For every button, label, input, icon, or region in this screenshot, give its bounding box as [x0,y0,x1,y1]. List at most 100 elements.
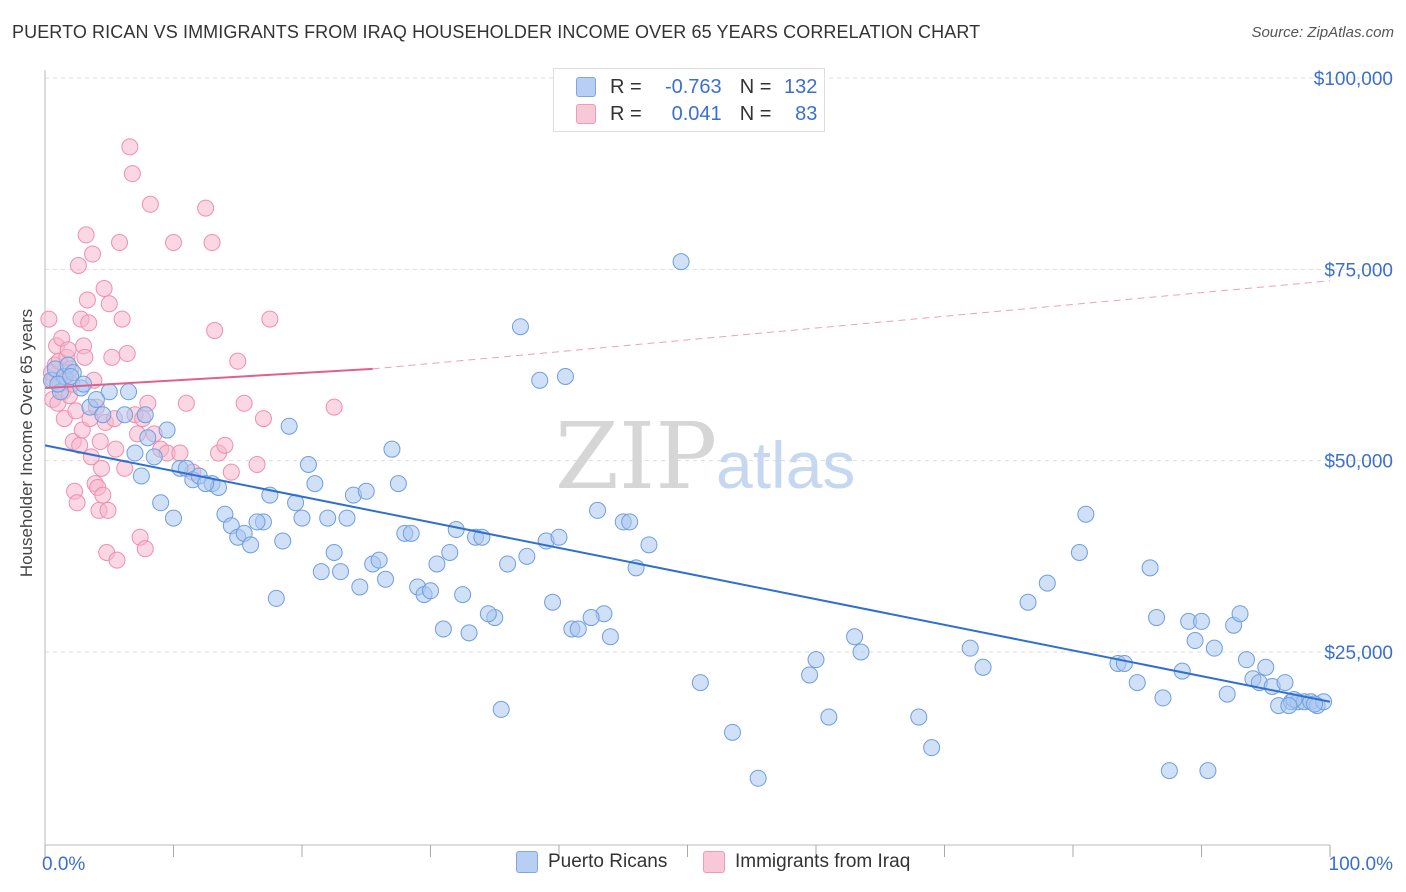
data-point-puerto-ricans [312,563,330,581]
source-label: Source: ZipAtlas.com [1251,24,1394,41]
data-point-puerto-ricans [492,700,510,718]
data-point-puerto-ricans [454,586,472,604]
data-point-puerto-ricans [1276,674,1294,692]
data-point-iraq [68,494,86,512]
data-point-puerto-ricans [511,318,529,336]
series-puerto-ricans-points [42,253,1333,787]
data-point-puerto-ricans [569,620,587,638]
data-point-puerto-ricans [383,440,401,458]
data-point-puerto-ricans [556,367,574,385]
data-point-iraq [95,279,113,297]
data-point-puerto-ricans [1205,639,1223,657]
data-point-puerto-ricans [723,723,741,741]
data-point-iraq [93,459,111,477]
bottom-legend-label: Puerto Ricans [548,851,668,872]
chart-title: PUERTO RICAN VS IMMIGRANTS FROM IRAQ HOU… [12,22,981,42]
data-point-iraq [121,138,139,156]
data-point-iraq [91,433,109,451]
data-point-puerto-ricans [94,406,112,424]
data-point-puerto-ricans [852,643,870,661]
data-point-puerto-ricans [640,536,658,554]
trend-line-puerto-ricans [44,444,1331,703]
data-point-puerto-ricans [582,609,600,627]
bottom-legend-iraq: Immigrants from Iraq [703,851,910,873]
data-point-puerto-ricans [518,547,536,565]
legend-r-value: 0.041 [671,102,722,125]
data-point-iraq [59,341,77,359]
data-point-puerto-ricans [126,444,144,462]
data-point-puerto-ricans [801,666,819,684]
y-tick-label: $50,000 [1324,452,1393,473]
bottom-legend-puerto-ricans: Puerto Ricans [516,851,667,873]
y-axis-label: Householder Income Over 65 years [17,308,36,578]
data-point-puerto-ricans [434,620,452,638]
data-point-puerto-ricans [338,509,356,527]
data-point-puerto-ricans [325,544,343,562]
correlation-legend: R = -0.763 N = 132 R = 0.041 N = 83 [553,68,825,132]
axes [44,70,1331,857]
data-point-iraq [229,352,247,370]
data-point-puerto-ricans [1160,762,1178,780]
data-point-puerto-ricans [531,371,549,389]
data-point-puerto-ricans [1199,762,1217,780]
data-point-puerto-ricans [1280,697,1298,715]
data-point-puerto-ricans [158,421,176,439]
data-point-puerto-ricans [248,513,266,531]
data-point-iraq [235,394,253,412]
data-point-iraq [108,551,126,569]
data-point-iraq [69,257,87,275]
legend-r-label: R = [610,75,642,98]
data-point-puerto-ricans [807,651,825,669]
data-point-iraq [165,234,182,252]
data-point-iraq [76,348,94,366]
data-point-puerto-ricans [550,528,568,546]
data-point-iraq [254,410,272,428]
data-point-puerto-ricans [1237,651,1255,669]
trend-line-iraq [44,367,373,389]
data-point-iraq [325,398,343,416]
data-point-puerto-ricans [267,589,285,607]
data-point-iraq [94,486,112,504]
data-point-puerto-ricans [165,509,182,527]
bottom-legend-swatch-pink [703,851,725,873]
data-point-puerto-ricans [1148,609,1166,627]
legend-n-label: N = [739,75,772,98]
data-point-puerto-ricans [441,544,459,562]
data-point-puerto-ricans [1193,612,1210,630]
data-point-puerto-ricans [1257,658,1275,676]
legend-row-puerto-ricans: R = -0.763 N = 132 [576,74,817,100]
data-point-puerto-ricans [1115,654,1133,672]
legend-r-label: R = [610,102,642,125]
data-point-puerto-ricans [910,708,928,726]
data-point-iraq [248,455,266,473]
data-point-puerto-ricans [1231,605,1249,623]
data-point-iraq [78,291,96,309]
legend-n-value: 83 [795,102,818,125]
data-point-iraq [216,436,234,454]
data-point-puerto-ricans [357,482,375,500]
data-point-puerto-ricans [136,406,154,424]
data-point-puerto-ricans [139,429,157,447]
data-point-puerto-ricans [422,582,439,600]
data-point-iraq [118,345,136,363]
data-point-puerto-ricans [846,628,864,646]
data-point-puerto-ricans [621,513,639,531]
y-tick-label: $75,000 [1324,260,1393,281]
data-point-iraq [84,245,102,263]
data-point-puerto-ricans [306,475,324,493]
data-point-iraq [80,314,98,332]
data-point-puerto-ricans [116,406,134,424]
data-point-puerto-ricans [351,578,369,596]
bottom-legend-label: Immigrants from Iraq [735,851,911,872]
x-tick-label: 100.0% [1329,854,1394,875]
data-point-puerto-ricans [820,708,838,726]
data-point-iraq [99,501,117,519]
data-point-puerto-ricans [1218,685,1236,703]
data-point-iraq [113,310,131,328]
data-point-puerto-ricans [377,570,395,588]
data-point-iraq [67,402,85,420]
legend-row-iraq: R = 0.041 N = 83 [576,101,817,127]
data-point-iraq [203,234,221,252]
legend-r-value: -0.763 [664,75,722,98]
